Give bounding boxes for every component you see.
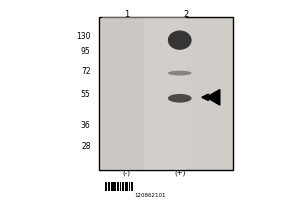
Bar bbox=[120, 182, 122, 191]
Bar bbox=[102, 17, 144, 170]
Text: 28: 28 bbox=[81, 142, 91, 151]
Text: 2: 2 bbox=[183, 10, 188, 19]
Bar bbox=[131, 182, 133, 191]
Bar bbox=[111, 182, 112, 191]
Ellipse shape bbox=[168, 30, 192, 50]
Text: 55: 55 bbox=[81, 90, 91, 99]
Text: 120862101: 120862101 bbox=[134, 193, 166, 198]
Polygon shape bbox=[206, 90, 220, 105]
Bar bbox=[117, 182, 119, 191]
Text: (-): (-) bbox=[122, 170, 130, 176]
Text: (+): (+) bbox=[174, 170, 185, 176]
Bar bbox=[122, 182, 124, 191]
FancyBboxPatch shape bbox=[100, 17, 233, 170]
Bar bbox=[113, 182, 116, 191]
Ellipse shape bbox=[168, 71, 192, 76]
Bar bbox=[125, 182, 128, 191]
Bar bbox=[144, 17, 186, 170]
Text: 95: 95 bbox=[81, 47, 91, 56]
Ellipse shape bbox=[168, 94, 192, 103]
Bar bbox=[105, 182, 107, 191]
Bar bbox=[108, 182, 110, 191]
Text: 72: 72 bbox=[81, 67, 91, 76]
Text: 36: 36 bbox=[81, 121, 91, 130]
Text: 1: 1 bbox=[124, 10, 129, 19]
Bar bbox=[129, 182, 130, 191]
Text: 130: 130 bbox=[76, 32, 91, 41]
